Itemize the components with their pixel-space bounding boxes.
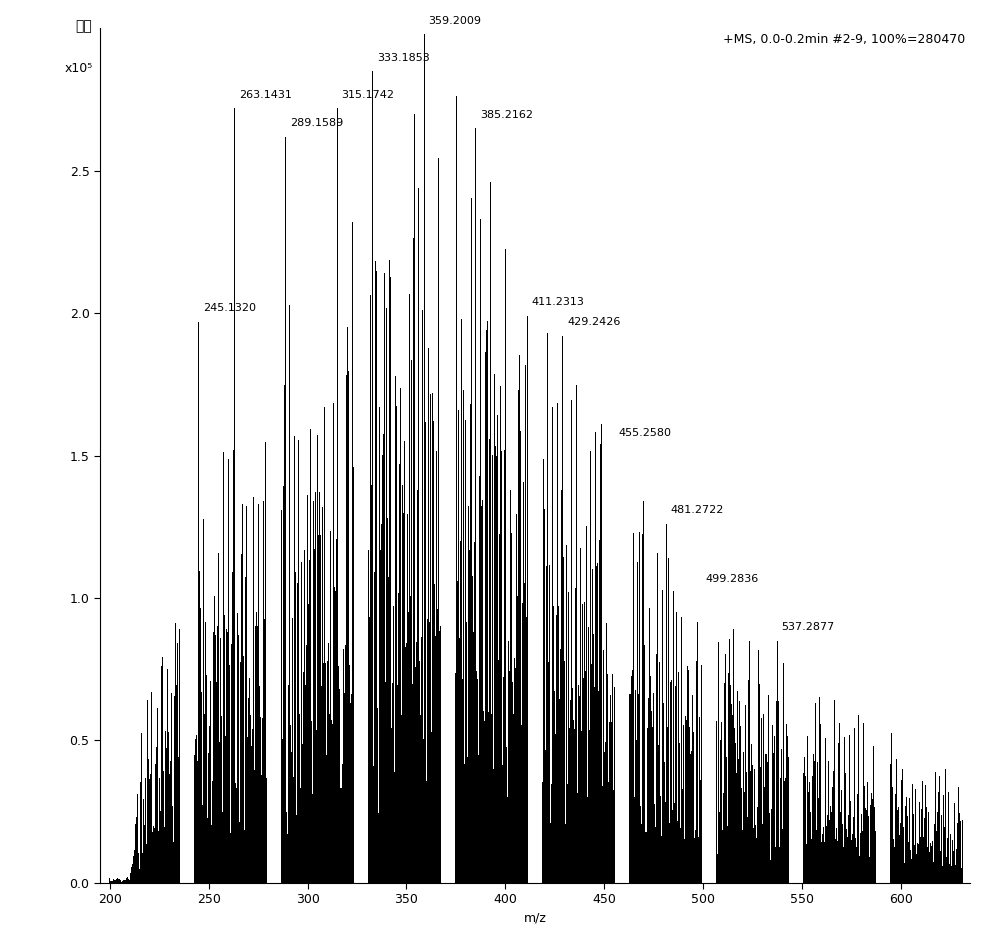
- Text: 245.1320: 245.1320: [203, 303, 256, 313]
- Text: 289.1589: 289.1589: [290, 118, 343, 128]
- Text: 455.2580: 455.2580: [619, 428, 672, 438]
- Text: 411.2313: 411.2313: [532, 297, 584, 307]
- Text: 359.2009: 359.2009: [429, 15, 482, 26]
- Text: 429.2426: 429.2426: [567, 317, 620, 327]
- Text: +MS, 0.0-0.2min #2-9, 100%=280470: +MS, 0.0-0.2min #2-9, 100%=280470: [723, 33, 966, 46]
- Text: 强度: 强度: [75, 19, 92, 33]
- Text: 385.2162: 385.2162: [480, 109, 533, 120]
- X-axis label: m/z: m/z: [524, 912, 546, 924]
- Text: 315.1742: 315.1742: [342, 89, 395, 100]
- Text: 263.1431: 263.1431: [239, 89, 292, 100]
- Text: x10⁵: x10⁵: [65, 62, 93, 75]
- Text: 481.2722: 481.2722: [670, 505, 723, 515]
- Text: 499.2836: 499.2836: [706, 573, 759, 584]
- Text: 333.1853: 333.1853: [377, 52, 430, 63]
- Text: 537.2877: 537.2877: [781, 622, 834, 632]
